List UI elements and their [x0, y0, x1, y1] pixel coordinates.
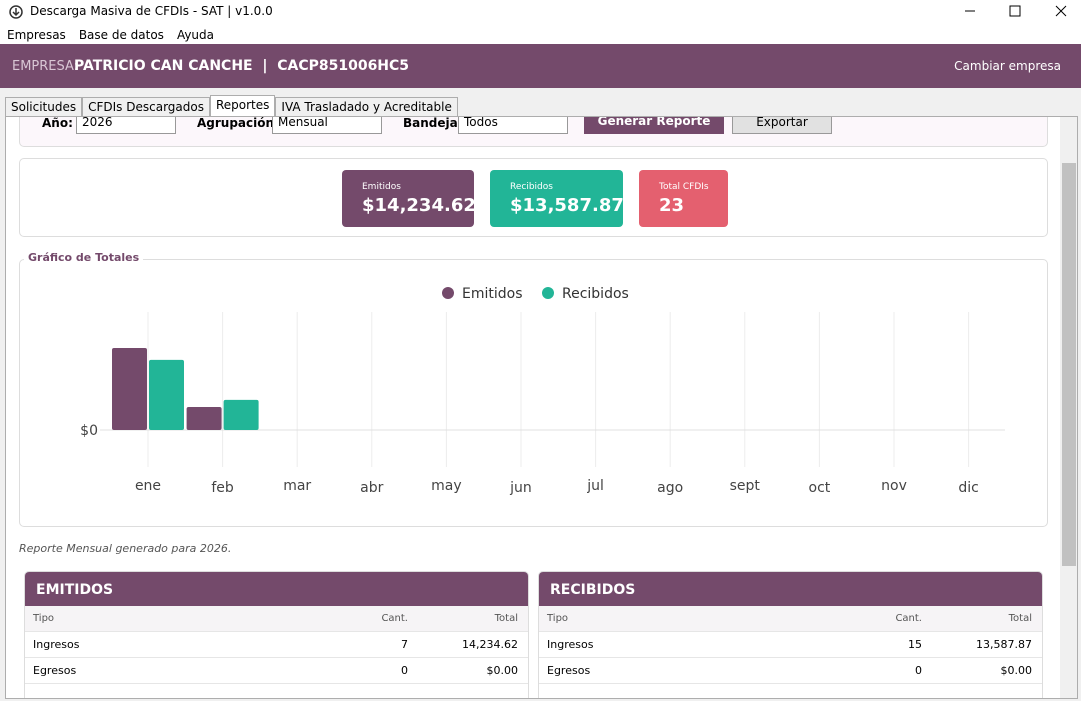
reports-panel: Año: 2026 Agrupación: Mensual Bandeja: T…	[5, 116, 1078, 699]
tab[interactable]: IVA Trasladado y Acreditable	[275, 97, 458, 118]
menu-item[interactable]: Ayuda	[176, 28, 215, 42]
change-company-button[interactable]: Cambiar empresa	[954, 59, 1061, 73]
x-tick-label: ago	[657, 480, 683, 496]
x-tick-label: abr	[360, 480, 383, 496]
table-title: EMITIDOS	[25, 572, 528, 606]
summary-table: EMITIDOS Tipo Cant. Total Ingresos 7 14,234.62…	[24, 571, 529, 698]
table-cell: Ingresos	[33, 638, 80, 651]
bar	[223, 399, 259, 430]
group-label: Agrupación:	[197, 116, 279, 130]
column-header: Tipo	[547, 613, 569, 624]
chart-title: Gráfico de Totales	[24, 251, 144, 264]
column-header: Total	[1008, 613, 1032, 624]
card-recibidos: Recibidos $13,587.87	[490, 170, 624, 227]
bar	[149, 359, 184, 430]
card-label: Emitidos	[362, 182, 401, 192]
card-value: $14,234.62	[362, 195, 476, 216]
card-value: 23	[659, 195, 685, 216]
scroll-thumb[interactable]	[1062, 163, 1076, 566]
table-cell: $0.00	[1000, 664, 1033, 677]
x-tick-label: jul	[586, 478, 604, 494]
bar	[112, 347, 147, 430]
x-tick-label: dic	[958, 480, 978, 496]
year-label: Año:	[42, 116, 73, 130]
filter-panel: Año: 2026 Agrupación: Mensual Bandeja: T…	[19, 116, 1048, 147]
bar	[186, 407, 222, 430]
scrollbar[interactable]	[1060, 117, 1077, 698]
legend-marker	[542, 287, 554, 299]
x-tick-label: oct	[809, 480, 831, 496]
legend-marker	[442, 287, 454, 299]
window-title: Descarga Masiva de CFDIs - SAT | v1.0.0	[30, 4, 273, 18]
x-tick-label: feb	[211, 480, 234, 496]
table-cell: Ingresos	[547, 638, 594, 651]
table-row[interactable]: Egresos 0 $0.00	[25, 658, 528, 684]
table-cell: 7	[401, 638, 408, 651]
company-header: EMPRESA: PATRICIO CAN CANCHE | CACP85100…	[0, 44, 1081, 88]
chart-group: ene feb mar abr may jun jul ago sept oct nov dic $0 E…	[19, 259, 1048, 527]
column-header: Total	[494, 613, 518, 624]
table-row[interactable]: Egresos 0 $0.00	[539, 658, 1042, 684]
menu-bar: Empresas Base de datos Ayuda	[0, 24, 1081, 44]
table-row[interactable]: Ingresos 15 13,587.87	[539, 632, 1042, 658]
table-cell: $0.00	[486, 664, 519, 677]
column-header: Tipo	[33, 613, 55, 624]
report-note: Reporte Mensual generado para 2026.	[19, 542, 232, 555]
card-total: Total CFDIs 23	[639, 170, 728, 227]
x-tick-label: mar	[283, 478, 311, 494]
table-cell: 14,234.62	[462, 638, 518, 651]
table-cell: 0	[401, 664, 408, 677]
column-header: Cant.	[895, 613, 922, 624]
menu-item[interactable]: Base de datos	[78, 28, 164, 42]
y-tick-label: $0	[80, 423, 98, 439]
card-label: Total CFDIs	[659, 182, 709, 192]
x-tick-label: ene	[135, 478, 161, 494]
table-row[interactable]: Ingresos 7 14,234.62	[25, 632, 528, 658]
legend-label: Recibidos	[562, 286, 629, 302]
tab[interactable]: CFDIs Descargados	[82, 97, 210, 118]
menu-item[interactable]: Empresas	[7, 28, 66, 42]
company-label: EMPRESA:	[12, 59, 79, 74]
table-cell: 15	[908, 638, 922, 651]
x-tick-label: jun	[509, 480, 532, 496]
tray-label: Bandeja:	[403, 116, 463, 130]
group-select[interactable]: Mensual	[272, 117, 382, 134]
column-header: Cant.	[381, 613, 408, 624]
table-cell: 0	[915, 664, 922, 677]
table-cell: Egresos	[33, 664, 77, 677]
x-tick-label: may	[431, 478, 462, 494]
card-value: $13,587.87	[510, 195, 624, 216]
tab[interactable]: Solicitudes	[5, 97, 83, 118]
export-button[interactable]: Exportar	[732, 117, 832, 134]
company-name: PATRICIO CAN CANCHE | CACP851006HC5	[74, 58, 410, 74]
title-bar: Descarga Masiva de CFDIs - SAT | v1.0.0	[0, 0, 1081, 24]
table-cell: 13,587.87	[976, 638, 1032, 651]
card-label: Recibidos	[510, 182, 553, 192]
legend-label: Emitidos	[462, 286, 523, 302]
table-cell: Egresos	[547, 664, 591, 677]
table-header-row: Tipo Cant. Total	[25, 606, 528, 632]
table-title: RECIBIDOS	[539, 572, 1042, 606]
year-select[interactable]: 2026	[76, 117, 176, 134]
summary-panel: Emitidos $14,234.62 Recibidos $13,587.87 T…	[19, 158, 1048, 237]
table-header-row: Tipo Cant. Total	[539, 606, 1042, 632]
tray-select[interactable]: Todos	[458, 117, 568, 134]
app-icon	[9, 5, 23, 19]
chart: ene feb mar abr may jun jul ago sept oct nov dic $0 E…	[80, 286, 1005, 496]
card-emitidos: Emitidos $14,234.62	[342, 170, 476, 227]
generate-button[interactable]: Generar Reporte	[584, 117, 724, 134]
tab-active[interactable]: Reportes	[209, 95, 276, 118]
window-controls[interactable]	[955, 0, 1081, 24]
x-tick-label: nov	[881, 478, 907, 494]
x-tick-label: sept	[730, 478, 761, 494]
tab-strip: Solicitudes CFDIs Descargados Reportes I…	[5, 95, 458, 118]
summary-table: RECIBIDOS Tipo Cant. Total Ingresos 15 13,587.…	[538, 571, 1043, 698]
